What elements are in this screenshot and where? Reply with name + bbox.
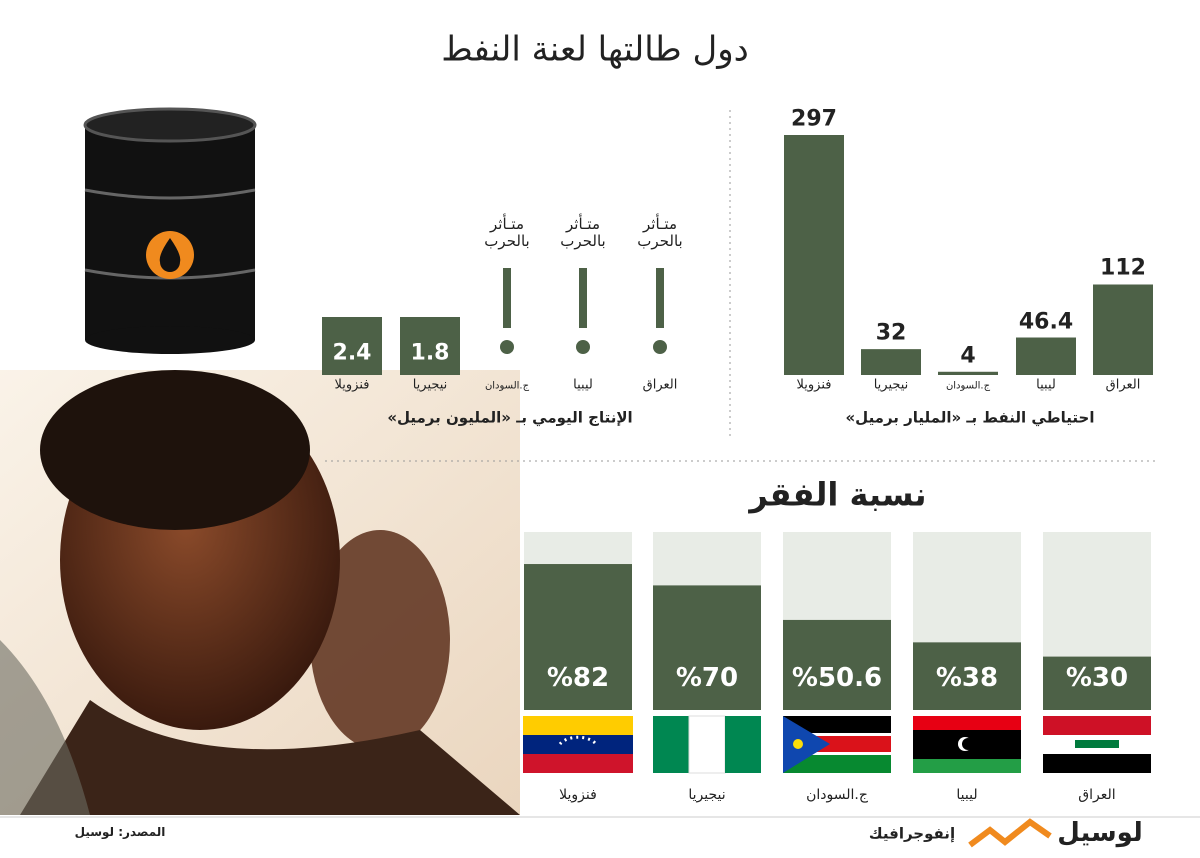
category-label: العراق [642, 377, 678, 393]
value-label: 112 [1100, 255, 1146, 281]
category-label: العراق [1078, 786, 1116, 803]
value-box [400, 317, 460, 375]
alert-dot [500, 340, 514, 354]
bar [783, 619, 891, 710]
value-label: %70 [675, 663, 739, 694]
category-label: ليبيا [956, 786, 978, 803]
bar [524, 564, 632, 710]
category-label: نيجيريا [688, 786, 726, 803]
alert-dot [576, 340, 590, 354]
chart-title: نسبة الفقر [749, 475, 927, 514]
value-label: %82 [546, 663, 610, 694]
brand: لوسيل [1057, 818, 1143, 849]
alert-mark [503, 268, 511, 328]
value-label: 46.4 [1018, 308, 1074, 334]
category-label: نيجيريا [873, 377, 909, 393]
category-label: فنزويلا [796, 377, 832, 393]
bar [913, 642, 1021, 710]
value-label: 1.8 [410, 340, 450, 366]
value-box [322, 317, 382, 375]
alert-dot [653, 340, 667, 354]
bar [784, 135, 844, 375]
value-label: 297 [791, 106, 837, 132]
flags [523, 715, 1151, 774]
value-label: %50.6 [791, 663, 883, 694]
annotation: متـأثر بالحرب [484, 214, 530, 250]
bar [1093, 284, 1153, 375]
brand-logo [968, 818, 1052, 848]
category-label: ج.السودان [945, 380, 991, 392]
value-label: 2.4 [332, 340, 372, 366]
brand-label: إنفوجرافيك [868, 824, 956, 843]
page-title: دول طالتها لعنة النفط [441, 29, 749, 70]
oil-barrel [83, 107, 257, 354]
category-label: العراق [1105, 377, 1141, 393]
value-label: 4 [960, 343, 976, 369]
alert-mark [656, 268, 664, 328]
annotation: متـأثر بالحرب [560, 214, 606, 250]
source: المصدر: لوسيل [74, 825, 166, 840]
alert-mark [579, 268, 587, 328]
chart-title: احتياطي النفط بـ «المليار برميل» [845, 408, 1095, 427]
category-label: نيجيريا [412, 377, 448, 393]
value-label: %30 [1065, 663, 1129, 694]
category-label: فنزويلا [334, 377, 370, 393]
bar [1016, 337, 1076, 375]
value-label: %38 [935, 663, 999, 694]
category-label: ليبيا [1036, 377, 1056, 393]
photo [0, 370, 520, 815]
category-label: ليبيا [573, 377, 593, 393]
bar [861, 349, 921, 375]
category-label: فنزويلا [559, 786, 597, 803]
bar [653, 585, 761, 710]
category-label: ج.السودان [484, 380, 530, 392]
annotation: متـأثر بالحرب [637, 214, 683, 250]
category-label: ج.السودان [806, 786, 868, 803]
bar [1043, 656, 1151, 710]
chart-title: الإنتاج اليومي بـ «المليون برميل» [387, 408, 633, 427]
bar [938, 371, 998, 375]
value-label: 32 [875, 320, 907, 346]
